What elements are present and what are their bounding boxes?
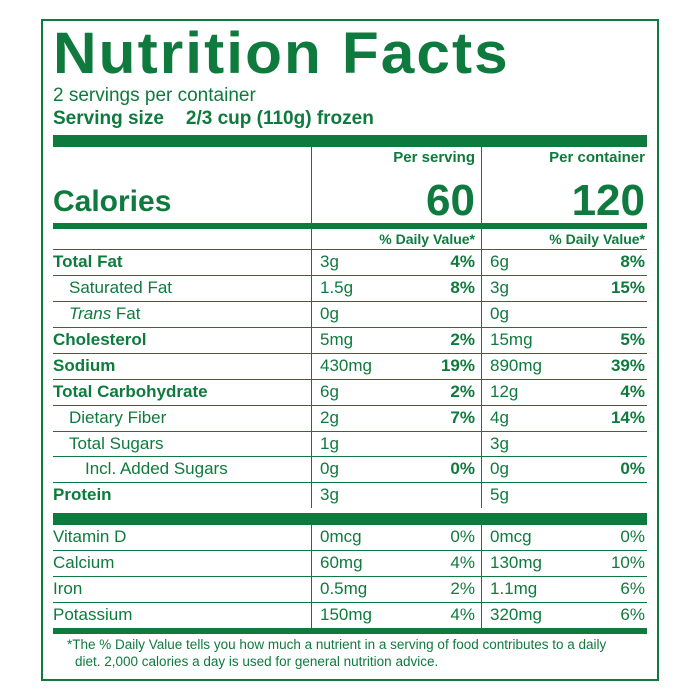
amount: 890mg [490,355,542,378]
amount: 4g [490,407,509,430]
percent-dv: 39% [611,355,645,378]
percent-dv: 7% [450,407,475,430]
vitamin-row: Potassium 150mg 4% 320mg 6% [53,603,647,628]
rule-thick [53,135,647,147]
nutrient-row: Cholesterol 5mg 2% 15mg 5% [53,328,647,354]
amount: 1.1mg [490,578,537,601]
calories-per-serving: 60 [426,179,475,223]
amount: 0g [320,458,339,481]
calories-per-container: 120 [572,179,645,223]
nutrient-name: Calcium [53,552,114,575]
nutrient-row: Sodium 430mg 19% 890mg 39% [53,354,647,380]
nutrient-row: Saturated Fat 1.5g 8% 3g 15% [53,276,647,302]
nutrient-row: Total Carbohydrate 6g 2% 12g 4% [53,380,647,406]
amount: 320mg [490,604,542,627]
nutrient-row: Total Sugars 1g 3g [53,432,647,458]
amount: 0g [490,458,509,481]
column-header-row: Per serving Per container [53,147,647,169]
nutrient-name: Saturated Fat [53,277,172,300]
percent-dv: 4% [620,381,645,404]
amount: 430mg [320,355,372,378]
nutrient-name: Protein [53,484,112,507]
percent-dv: 8% [620,251,645,274]
amount: 0.5mg [320,578,367,601]
amount: 3g [490,277,509,300]
percent-dv: 8% [450,277,475,300]
col-header-per-container: Per container [549,149,645,166]
percent-dv: 2% [450,329,475,352]
amount: 3g [490,433,509,456]
percent-dv: 2% [450,381,475,404]
calories-row: Calories 60 120 [53,169,647,223]
nutrient-name: Sodium [53,355,115,378]
serving-size-label: Serving size [53,108,164,129]
amount: 0mcg [490,526,532,549]
amount: 2g [320,407,339,430]
amount: 5mg [320,329,353,352]
nutrient-row: Incl. Added Sugars 0g 0% 0g 0% [53,457,647,483]
nutrient-name: Iron [53,578,82,601]
panel-title: Nutrition Facts [53,25,671,83]
percent-dv: 0% [450,458,475,481]
nutrient-row: Trans Fat 0g 0g [53,302,647,328]
percent-dv: 2% [450,578,475,601]
nutrients-section: Total Fat 3g 4% 6g 8% Saturated Fat 1.5g 8% 3g 15… [53,250,647,508]
amount: 1.5g [320,277,353,300]
nutrient-name: Total Sugars [53,433,164,456]
amount: 130mg [490,552,542,575]
nutrient-name: Total Carbohydrate [53,381,208,404]
percent-dv: 0% [620,526,645,549]
amount: 15mg [490,329,533,352]
amount: 6g [320,381,339,404]
nutrient-name: Trans Fat [53,303,141,326]
nutrient-name: Vitamin D [53,526,126,549]
vitamin-row: Iron 0.5mg 2% 1.1mg 6% [53,577,647,603]
amount: 150mg [320,604,372,627]
amount: 5g [490,484,509,507]
amount: 12g [490,381,518,404]
percent-dv: 5% [620,329,645,352]
percent-dv: 10% [611,552,645,575]
percent-dv: 6% [620,604,645,627]
percent-dv: 19% [441,355,475,378]
servings-per-container: 2 servings per container [53,85,647,108]
col-header-per-serving: Per serving [393,149,475,166]
vitamin-row: Vitamin D 0mcg 0% 0mcg 0% [53,525,647,551]
nutrient-name: Incl. Added Sugars [53,458,228,481]
nutrient-row: Dietary Fiber 2g 7% 4g 14% [53,406,647,432]
percent-dv: 0% [450,526,475,549]
percent-dv: 0% [620,458,645,481]
amount: 3g [320,484,339,507]
serving-size: Serving size 2/3 cup (110g) frozen [53,108,647,130]
nutrient-row: Protein 3g 5g [53,483,647,508]
amount: 60mg [320,552,363,575]
vitamins-section: Vitamin D 0mcg 0% 0mcg 0% Calcium 60mg 4% 130mg 1… [53,525,647,628]
nutrition-facts-panel: Nutrition Facts 2 servings per container… [41,19,659,681]
percent-dv: 15% [611,277,645,300]
percent-dv: 6% [620,578,645,601]
amount: 6g [490,251,509,274]
amount: 3g [320,251,339,274]
nutrient-name: Cholesterol [53,329,147,352]
percent-dv: 4% [450,251,475,274]
amount: 0g [320,303,339,326]
calories-label: Calories [53,185,171,219]
percent-dv: 4% [450,552,475,575]
nutrient-row: Total Fat 3g 4% 6g 8% [53,250,647,276]
amount: 0g [490,303,509,326]
nutrient-name: Total Fat [53,251,123,274]
daily-value-header-a: % Daily Value* [320,231,475,247]
footnote: *The % Daily Value tells you how much a … [53,634,647,673]
rule-thick [53,513,647,525]
amount: 0mcg [320,526,362,549]
percent-dv: 4% [450,604,475,627]
daily-value-header-row: % Daily Value* % Daily Value* [53,229,647,249]
daily-value-header-b: % Daily Value* [490,231,645,247]
amount: 1g [320,433,339,456]
nutrient-name: Potassium [53,604,132,627]
vitamin-row: Calcium 60mg 4% 130mg 10% [53,551,647,577]
percent-dv: 14% [611,407,645,430]
serving-size-value: 2/3 cup (110g) frozen [186,108,374,129]
nutrient-name: Dietary Fiber [53,407,166,430]
